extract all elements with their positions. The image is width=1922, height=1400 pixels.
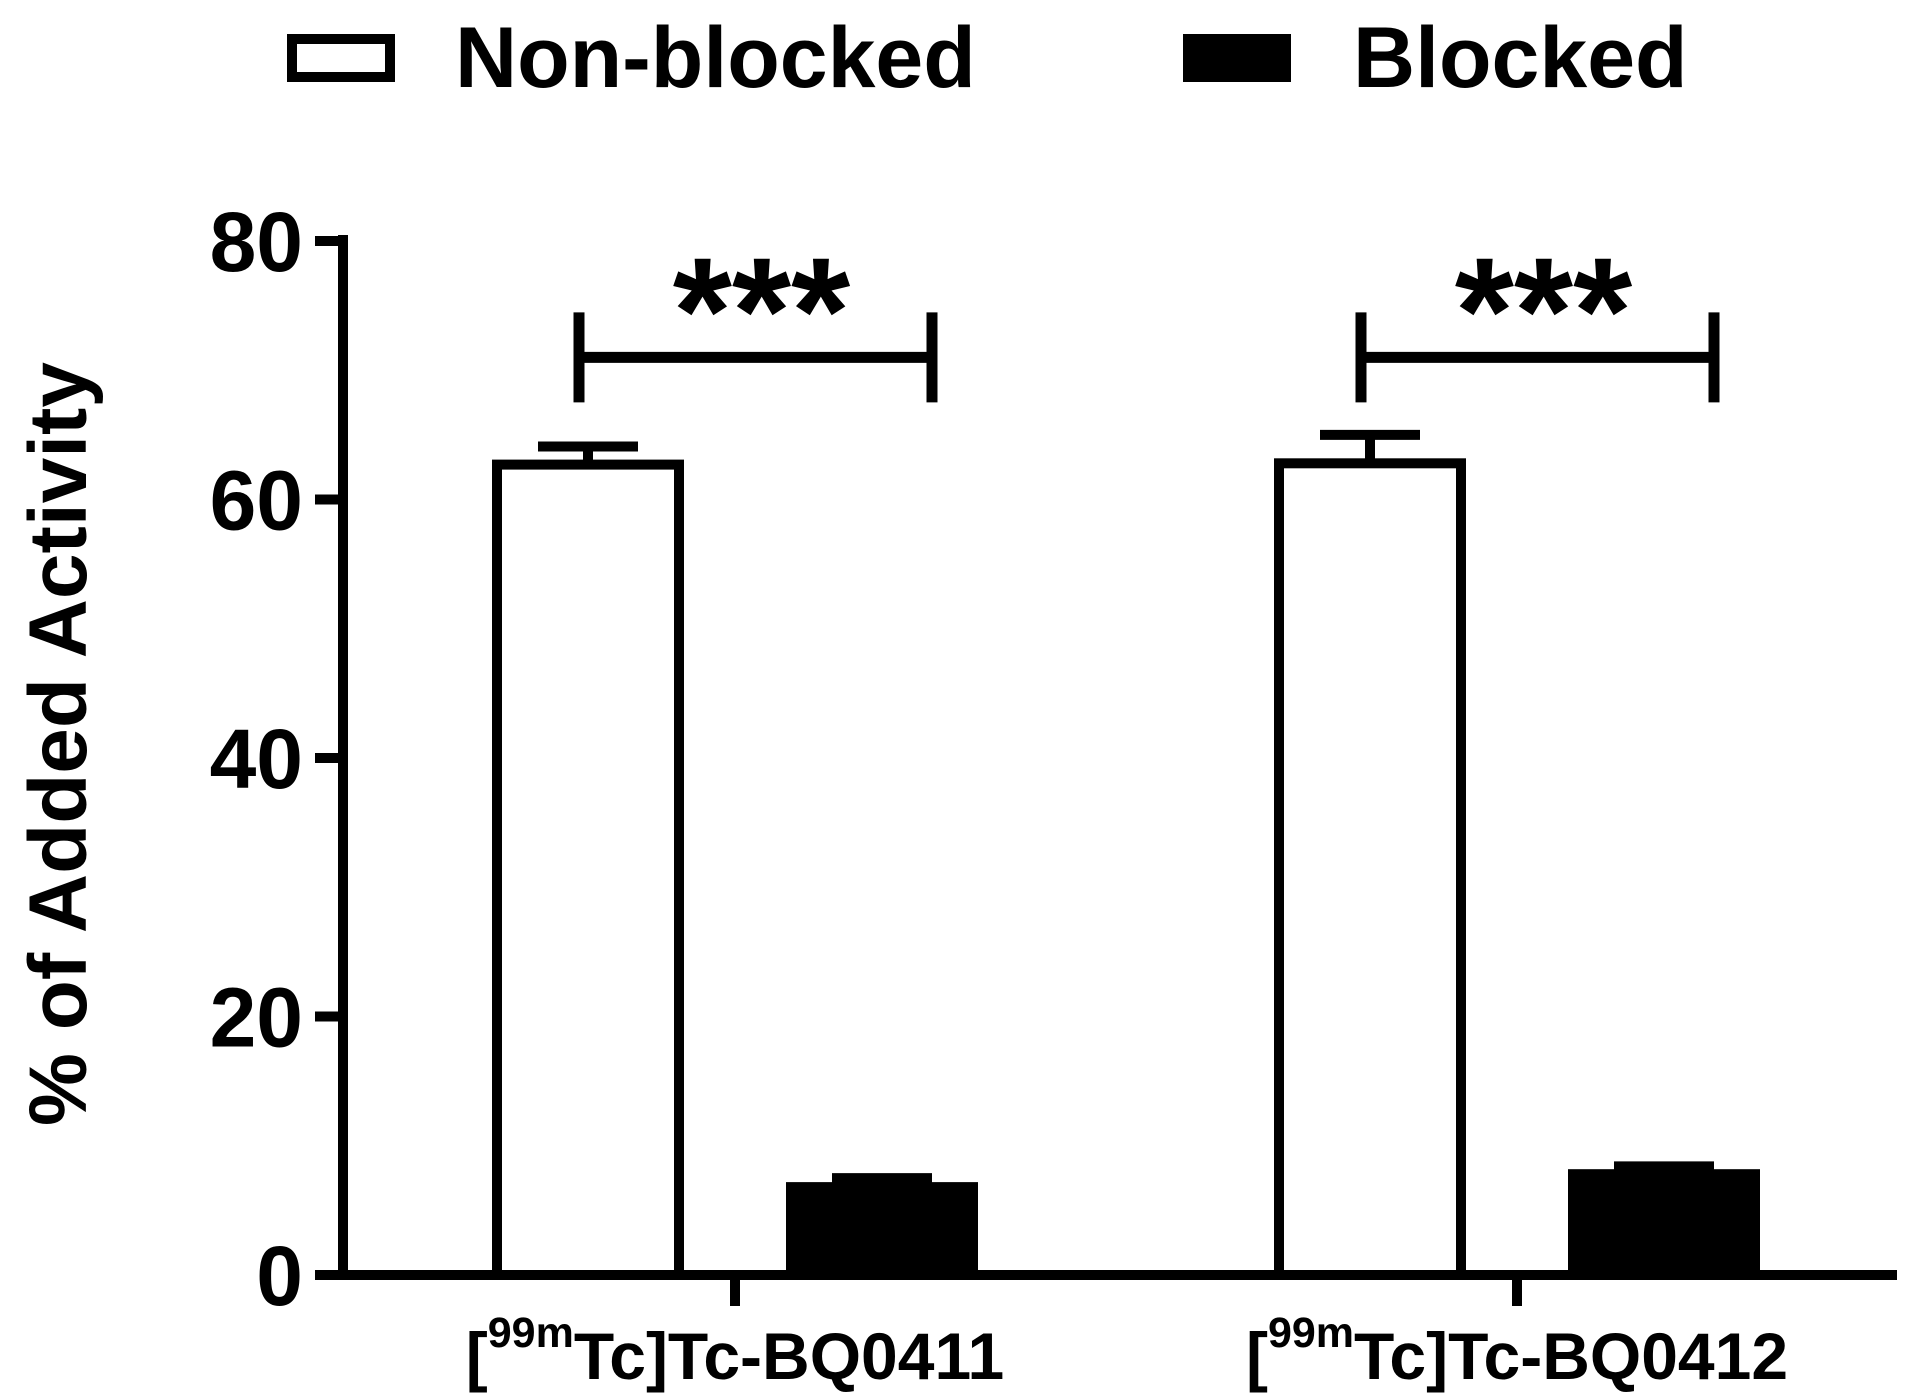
x-tick-label-main: Tc]Tc-BQ0412 xyxy=(1354,1319,1788,1393)
y-axis-title: % of Added Activity xyxy=(13,362,104,1126)
significance-label-0: *** xyxy=(673,226,850,396)
significance-bracket-0 xyxy=(573,312,938,403)
bar-non-blocked-1 xyxy=(1274,458,1466,1280)
y-tick-label-1: 20 xyxy=(210,971,303,1065)
y-tick-label-0: 0 xyxy=(256,1229,303,1323)
significance-label-1: *** xyxy=(1455,226,1632,396)
bar-non-blocked-0 xyxy=(492,459,684,1281)
legend-label-non-blocked: Non-blocked xyxy=(455,10,976,106)
significance-bracket-1 xyxy=(1355,312,1720,403)
y-tick-label-2: 40 xyxy=(210,712,303,806)
legend-label-blocked: Blocked xyxy=(1353,10,1688,106)
x-tick-label-1: [99mTc]Tc-BQ0412 xyxy=(1246,1309,1788,1393)
legend-swatch-blocked xyxy=(1183,34,1291,82)
error-bar-blocked-1 xyxy=(1614,1161,1714,1175)
legend: Non-blocked Blocked xyxy=(287,10,1688,106)
bar-blocked-1 xyxy=(1568,1169,1760,1281)
bar-blocked-0 xyxy=(786,1182,978,1280)
error-bar-blocked-0 xyxy=(832,1173,932,1188)
x-tick-label-superscript: 99m xyxy=(488,1309,574,1357)
x-tick-label-superscript: 99m xyxy=(1268,1309,1354,1357)
y-tick-label-3: 60 xyxy=(210,454,303,548)
x-tick-label-0: [99mTc]Tc-BQ0411 xyxy=(466,1309,1004,1393)
legend-swatch-non-blocked xyxy=(287,34,395,82)
y-tick-label-4: 80 xyxy=(210,195,303,289)
x-tick-label-bracket: [ xyxy=(466,1319,488,1393)
error-bar-non-blocked-1 xyxy=(1320,429,1420,464)
x-tick-label-bracket: [ xyxy=(1246,1319,1268,1393)
x-tick-label-main: Tc]Tc-BQ0411 xyxy=(574,1319,1004,1393)
error-bar-non-blocked-0 xyxy=(538,441,638,465)
